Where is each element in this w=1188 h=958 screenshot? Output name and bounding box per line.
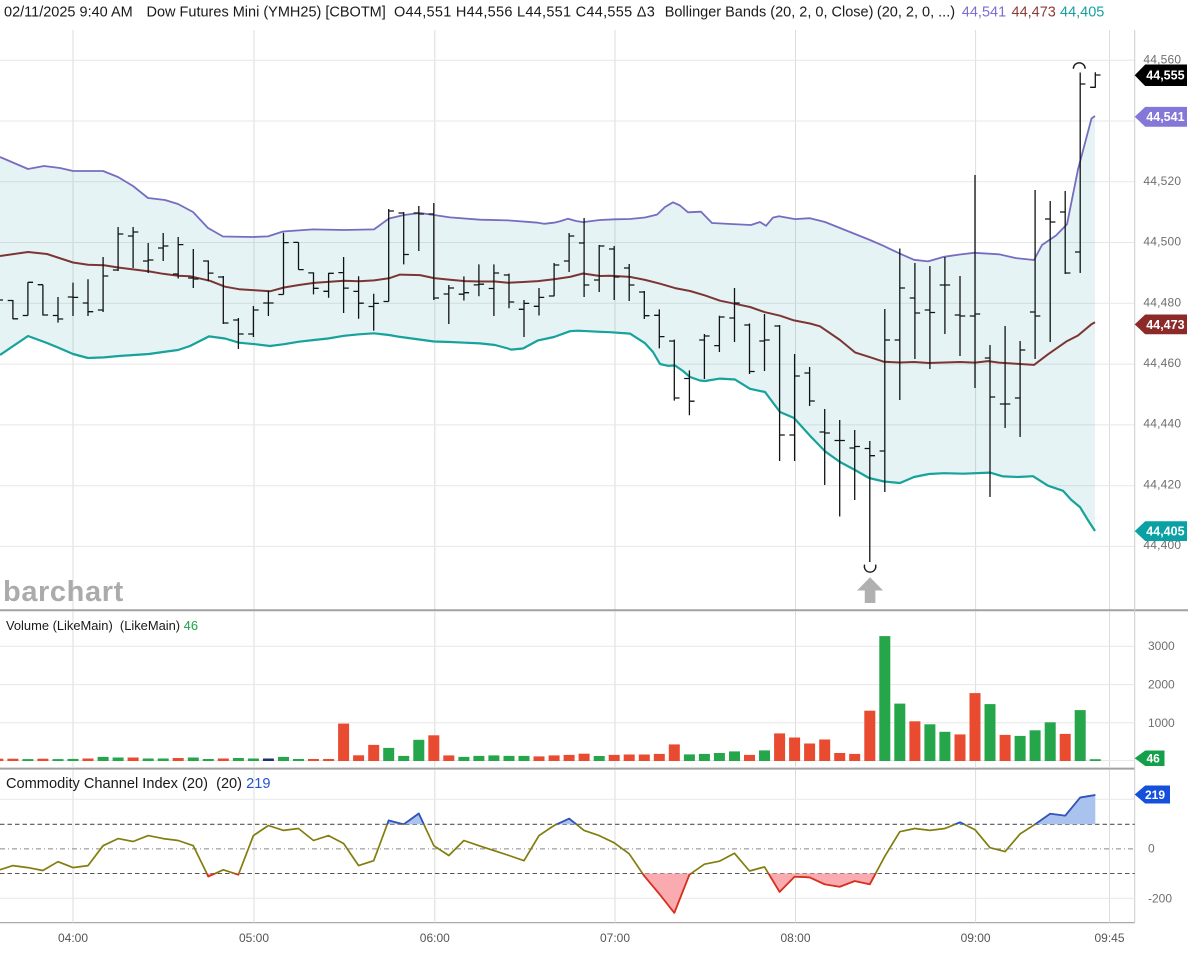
svg-text:02/11/2025 9:40 AM: 02/11/2025 9:40 AM [4,5,133,21]
svg-text:04:00: 04:00 [58,931,88,945]
svg-text:44,541: 44,541 [962,5,1006,21]
svg-text:44,405: 44,405 [1060,5,1104,21]
svg-text:44,440: 44,440 [1143,417,1181,431]
svg-text:(20, 2, 0, ...): (20, 2, 0, ...) [877,5,955,21]
svg-text:09:00: 09:00 [961,931,991,945]
svg-text:44,520: 44,520 [1143,174,1181,188]
svg-text:Dow Futures Mini (YMH25) [CBOT: Dow Futures Mini (YMH25) [CBOTM] [147,5,386,21]
svg-text:44,555: 44,555 [1146,69,1184,83]
svg-text:1000: 1000 [1148,716,1175,730]
svg-text:44,500: 44,500 [1143,235,1181,249]
svg-text:44,560: 44,560 [1143,53,1181,67]
svg-text:08:00: 08:00 [780,931,810,945]
svg-text:3000: 3000 [1148,639,1175,653]
svg-text:44,480: 44,480 [1143,295,1181,309]
svg-text:219: 219 [1145,788,1165,802]
svg-text:44,541: 44,541 [1146,110,1184,124]
svg-text:07:00: 07:00 [600,931,630,945]
svg-text:Bollinger Bands (20, 2, 0, Clo: Bollinger Bands (20, 2, 0, Close) [665,5,874,21]
svg-text:44,473: 44,473 [1012,5,1056,21]
svg-text:44,420: 44,420 [1143,477,1181,491]
svg-text:06:00: 06:00 [420,931,450,945]
svg-text:05:00: 05:00 [239,931,269,945]
svg-text:O44,551 H44,556 L44,551 C44,55: O44,551 H44,556 L44,551 C44,555 Δ3 [394,5,655,21]
svg-text:barchart: barchart [3,576,124,608]
svg-text:Commodity Channel Index (20): Commodity Channel Index (20) (20) 219 [6,776,270,792]
svg-text:44,400: 44,400 [1143,538,1181,552]
svg-text:2000: 2000 [1148,678,1175,692]
svg-text:46: 46 [1147,752,1161,766]
svg-text:44,460: 44,460 [1143,356,1181,370]
svg-text:44,405: 44,405 [1146,525,1184,539]
svg-text:44,473: 44,473 [1146,318,1184,332]
svg-text:-200: -200 [1148,891,1172,905]
svg-text:Volume (LikeMain) (LikeMain): Volume (LikeMain) (LikeMain) 46 [6,618,198,633]
svg-text:09:45: 09:45 [1094,931,1124,945]
svg-text:0: 0 [1148,841,1155,855]
